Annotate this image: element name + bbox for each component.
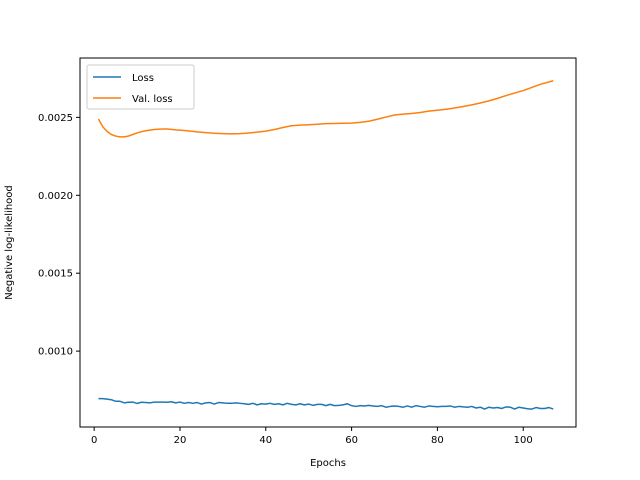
- x-tick-label: 100: [514, 435, 533, 446]
- y-tick-label: 0.0020: [38, 191, 73, 202]
- axes-frame: [79, 57, 577, 428]
- x-axis-label: Epochs: [310, 458, 346, 469]
- y-axis: 0.0010 0.0015 0.0020 0.0025: [38, 113, 80, 358]
- x-tick-label: 80: [431, 435, 444, 446]
- legend: Loss Val. loss: [86, 64, 195, 110]
- x-axis: 0 20 40 60 80 100: [91, 427, 533, 446]
- x-tick-label: 60: [345, 435, 358, 446]
- y-axis-label: Negative log-likelihood: [4, 185, 15, 300]
- legend-entry-label: Val. loss: [132, 94, 173, 105]
- x-tick-label: 40: [259, 435, 272, 446]
- x-tick-label: 0: [91, 435, 97, 446]
- y-tick-label: 0.0010: [38, 347, 73, 358]
- legend-entry-label: Loss: [132, 73, 154, 84]
- series-layer: [97, 80, 554, 410]
- y-tick-label: 0.0015: [38, 269, 73, 280]
- plot-area: [79, 57, 577, 428]
- y-tick-label: 0.0025: [38, 113, 73, 124]
- series-line-1: [97, 80, 554, 138]
- series-line-0: [98, 397, 554, 410]
- x-tick-label: 20: [174, 435, 187, 446]
